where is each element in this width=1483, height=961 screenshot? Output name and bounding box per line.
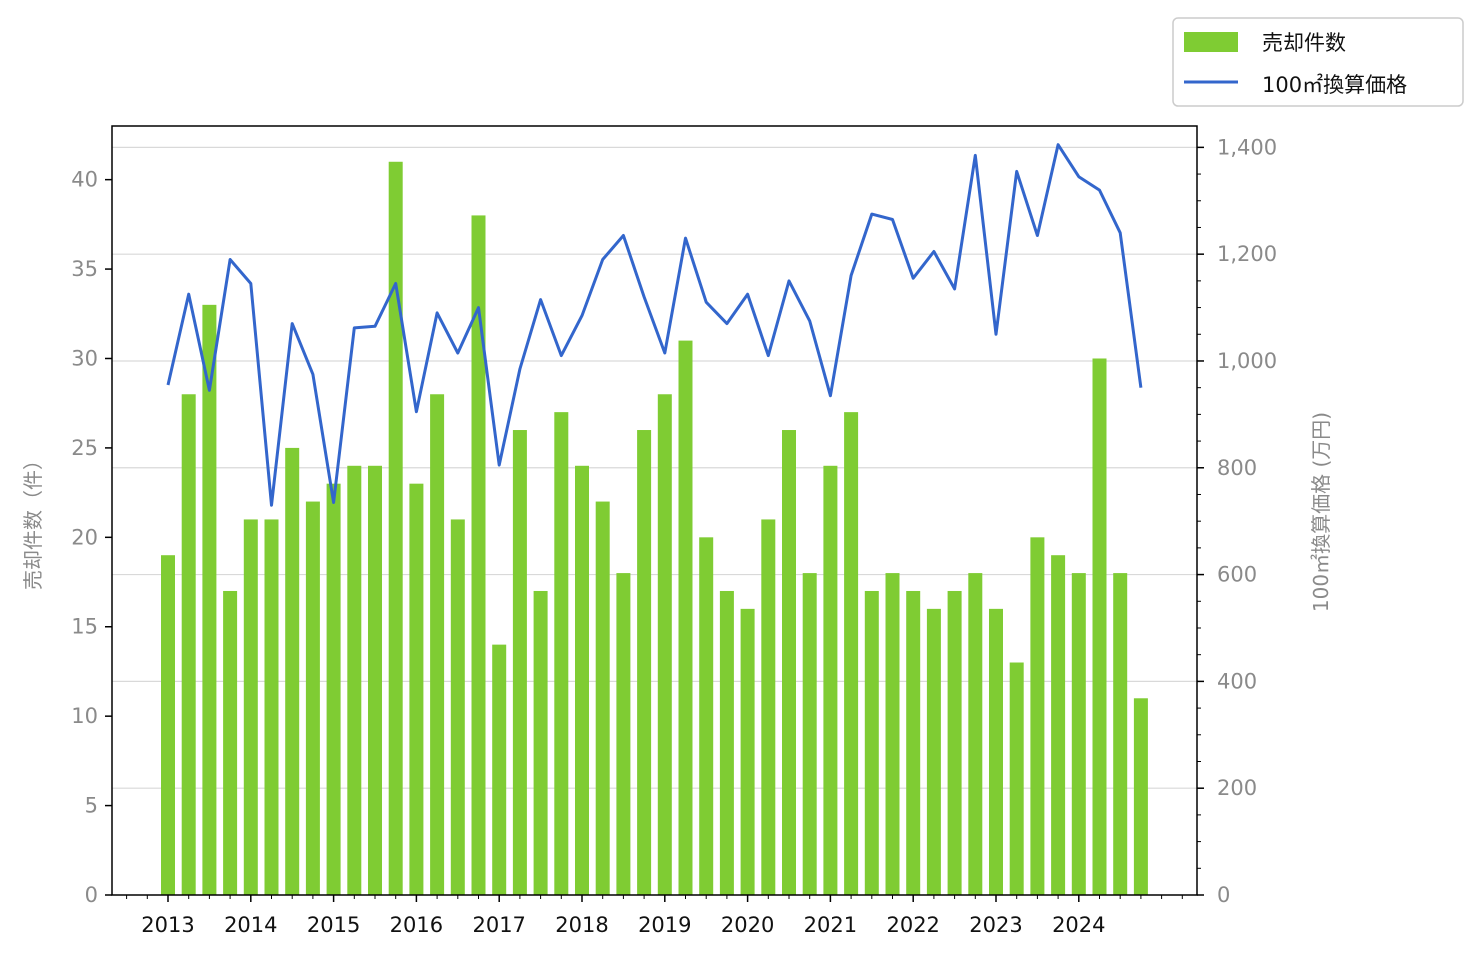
left-tick-label: 20	[71, 525, 98, 549]
x-tick-label: 2018	[555, 913, 608, 937]
bar	[1133, 698, 1148, 895]
bar	[802, 573, 817, 895]
bar	[926, 608, 941, 895]
left-tick-label: 10	[71, 704, 98, 728]
bar	[1009, 662, 1024, 895]
bar	[678, 340, 693, 896]
right-tick-label: 1,400	[1217, 135, 1277, 159]
bar	[202, 304, 217, 895]
bar	[409, 483, 424, 895]
bar	[264, 519, 279, 895]
bar	[575, 465, 589, 895]
bar	[616, 573, 631, 895]
bar	[782, 430, 796, 895]
left-tick-label: 0	[85, 883, 98, 907]
right-tick-label: 400	[1217, 669, 1257, 693]
x-tick-label: 2022	[886, 913, 939, 937]
bar	[326, 483, 341, 895]
bar	[699, 537, 714, 895]
left-tick-label: 40	[71, 168, 98, 192]
bar	[181, 394, 196, 895]
right-tick-label: 1,200	[1217, 242, 1277, 266]
right-tick-label: 800	[1217, 456, 1257, 480]
plot-frame	[111, 125, 1198, 896]
bar	[430, 394, 445, 895]
x-tick-label: 2021	[804, 913, 857, 937]
bar	[885, 573, 900, 895]
bar	[989, 608, 1003, 895]
legend-label-bars: 売却件数	[1262, 31, 1346, 55]
bar	[906, 590, 921, 895]
x-tick-label: 2020	[721, 913, 774, 937]
left-tick-label: 5	[85, 794, 98, 818]
left-tick-label: 30	[71, 346, 98, 370]
legend: 売却件数 100㎡換算価格	[1172, 17, 1464, 107]
bar	[533, 590, 548, 895]
x-tick-label: 2023	[969, 913, 1022, 937]
axes	[111, 125, 1198, 896]
right-tick-label: 200	[1217, 776, 1257, 800]
right-axis-title: 100㎡換算価格 (万円)	[1309, 412, 1333, 612]
legend-label-line: 100㎡換算価格	[1262, 73, 1407, 97]
left-tick-label: 25	[71, 436, 98, 460]
bar	[657, 394, 672, 895]
bar	[740, 608, 755, 895]
bar	[823, 465, 838, 895]
bar	[223, 590, 238, 895]
bar	[450, 519, 465, 895]
bar	[947, 590, 962, 895]
left-axis-title: 売却件数（件）	[21, 450, 45, 590]
legend-swatch-bars	[1184, 32, 1238, 52]
left-axis-ticks: 0 5 10 15 20 25 30 35 40	[71, 168, 112, 907]
series-line	[166, 143, 1143, 507]
x-tick-label: 2017	[472, 913, 525, 937]
bar	[368, 465, 382, 895]
x-tick-label: 2024	[1052, 913, 1105, 937]
bar	[1030, 537, 1045, 895]
bar	[719, 590, 734, 895]
bar-series	[161, 161, 1148, 896]
legend-frame	[1172, 17, 1464, 107]
bar	[1092, 358, 1107, 895]
line-series	[166, 143, 1143, 507]
bar	[637, 430, 652, 895]
bar	[471, 215, 486, 896]
x-tick-label: 2016	[390, 913, 443, 937]
bar	[1071, 573, 1086, 895]
x-tick-label: 2019	[638, 913, 691, 937]
bar	[595, 501, 610, 895]
bar	[1113, 573, 1128, 895]
x-tick-label: 2015	[307, 913, 360, 937]
bar	[243, 519, 258, 895]
bar	[161, 555, 175, 895]
left-tick-label: 15	[71, 615, 98, 639]
right-tick-label: 1,000	[1217, 349, 1277, 373]
bar	[968, 573, 983, 895]
bar	[492, 644, 507, 895]
bar	[554, 412, 569, 895]
bar	[305, 501, 320, 895]
x-tick-label: 2014	[224, 913, 277, 937]
left-tick-label: 35	[71, 257, 98, 281]
bar	[388, 161, 403, 895]
bar	[761, 519, 776, 895]
x-axis-ticks: 2013 2014 2015 2016 2017 2018 2019 2020 2021 2022…	[126, 895, 1183, 937]
bar	[285, 447, 300, 895]
bar	[864, 590, 879, 895]
bar	[844, 412, 859, 895]
right-tick-label: 0	[1217, 883, 1230, 907]
x-tick-label: 2013	[141, 913, 194, 937]
right-axis-ticks: 0 200 400 600 800 1,000 1,200 1,400	[1197, 135, 1277, 907]
bar	[512, 430, 527, 895]
bar	[347, 465, 362, 895]
right-tick-label: 600	[1217, 563, 1257, 587]
bar	[1051, 555, 1066, 895]
